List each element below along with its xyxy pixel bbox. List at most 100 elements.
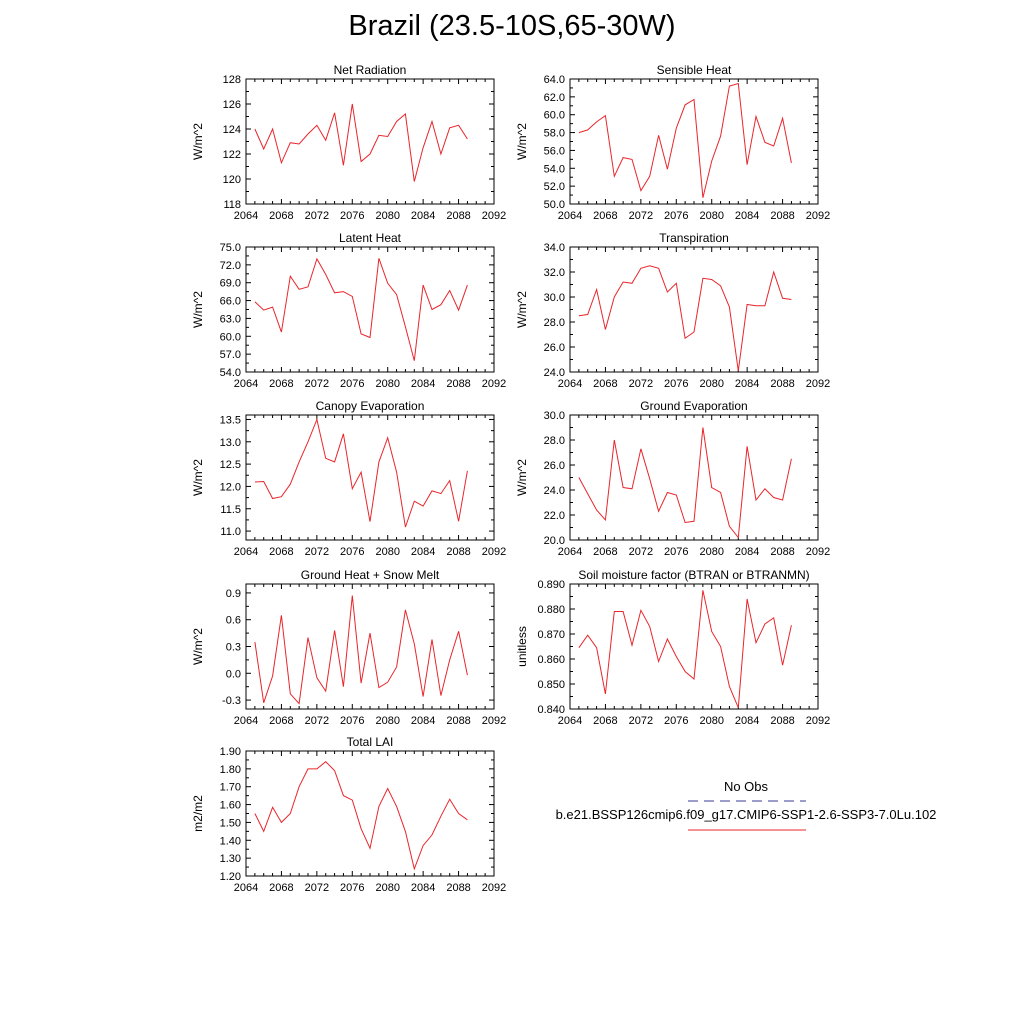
x-tick-label: 2068 (593, 378, 617, 390)
y-tick-label: 0.840 (537, 704, 565, 716)
y-tick-label: 66.0 (220, 296, 241, 308)
plot-frame (245, 583, 495, 710)
panel-title: Canopy Evaporation (316, 399, 425, 413)
y-axis-label: m2/m2 (191, 795, 205, 832)
x-tick-label: 2068 (269, 715, 293, 727)
y-tick-label: 118 (223, 199, 241, 211)
x-tick-label: 2072 (629, 378, 653, 390)
x-tick-label: 2072 (629, 546, 653, 558)
plot-frame (245, 750, 495, 877)
y-tick-label: 57.0 (220, 349, 241, 361)
x-tick-label: 2092 (806, 210, 830, 222)
plot-frame (569, 78, 819, 205)
chart-panel: Ground Evaporation W/m^2 2064 2068 2072 2076 2… (515, 399, 830, 558)
y-tick-label: 54.0 (544, 163, 565, 175)
panel-title: Latent Heat (339, 231, 402, 245)
x-tick-label: 2072 (629, 210, 653, 222)
x-tick-label: 2064 (558, 546, 582, 558)
y-tick-label: 30.0 (544, 410, 565, 422)
y-axis-label: W/m^2 (515, 123, 529, 160)
y-tick-label: 62.0 (544, 92, 565, 104)
y-tick-label: 60.0 (544, 110, 565, 122)
x-tick-label: 2068 (269, 882, 293, 894)
x-tick-label: 2072 (305, 378, 329, 390)
x-tick-label: 2088 (770, 378, 794, 390)
page-title: Brazil (23.5-10S,65-30W) (348, 10, 676, 42)
plot-frame (569, 583, 819, 710)
x-tick-label: 2076 (340, 715, 364, 727)
panel-title: Transpiration (659, 231, 729, 245)
y-tick-label: 12.5 (220, 459, 241, 471)
x-tick-label: 2088 (446, 378, 470, 390)
y-tick-label: 28.0 (544, 317, 565, 329)
x-tick-label: 2064 (234, 546, 258, 558)
x-tick-label: 2076 (664, 546, 688, 558)
y-tick-label: 1.80 (220, 764, 241, 776)
x-tick-label: 2072 (305, 882, 329, 894)
x-tick-label: 2088 (446, 882, 470, 894)
x-tick-label: 2080 (699, 210, 723, 222)
x-tick-label: 2092 (482, 546, 506, 558)
x-tick-label: 2064 (558, 378, 582, 390)
y-tick-label: 72.0 (220, 260, 241, 272)
y-tick-label: 1.50 (220, 817, 241, 829)
y-tick-label: 64.0 (544, 74, 565, 86)
y-tick-label: 30.0 (544, 292, 565, 304)
x-tick-label: 2088 (770, 546, 794, 558)
series-line (254, 417, 468, 528)
y-axis-label: W/m^2 (191, 459, 205, 496)
chart-panel: Canopy Evaporation W/m^2 2064 2068 2072 2076 2… (191, 399, 506, 558)
x-tick-label: 2080 (375, 210, 399, 222)
x-tick-label: 2080 (699, 378, 723, 390)
y-tick-label: 13.0 (220, 437, 241, 449)
y-tick-label: 1.40 (220, 835, 241, 847)
chart-panel: Ground Heat + Snow Melt W/m^2 2064 2068 2072… (191, 568, 506, 727)
y-axis-label: unitless (515, 626, 529, 667)
x-tick-label: 2080 (699, 715, 723, 727)
x-tick-label: 2092 (806, 378, 830, 390)
y-tick-label: 0.860 (537, 654, 565, 666)
panel-title: Net Radiation (334, 63, 407, 77)
y-tick-label: 58.0 (544, 128, 565, 140)
x-tick-label: 2080 (375, 546, 399, 558)
y-tick-label: 0.870 (537, 629, 565, 641)
y-tick-label: 56.0 (544, 145, 565, 157)
x-tick-label: 2084 (735, 378, 759, 390)
y-tick-label: 1.20 (220, 871, 241, 883)
chart-panel: Soil moisture factor (BTRAN or BTRANMN) u… (515, 568, 830, 727)
x-tick-label: 2076 (664, 378, 688, 390)
y-tick-label: 75.0 (220, 242, 241, 254)
x-tick-label: 2068 (593, 546, 617, 558)
x-tick-label: 2080 (699, 546, 723, 558)
x-tick-label: 2088 (446, 715, 470, 727)
series-line (578, 590, 792, 708)
y-tick-label: 26.0 (544, 460, 565, 472)
y-tick-label: 0.0 (226, 668, 241, 680)
x-tick-label: 2092 (806, 715, 830, 727)
y-tick-label: 54.0 (220, 367, 241, 379)
y-axis-label: W/m^2 (515, 459, 529, 496)
x-tick-label: 2080 (375, 715, 399, 727)
series-line (254, 103, 468, 182)
y-tick-label: 24.0 (544, 367, 565, 379)
x-tick-label: 2064 (558, 210, 582, 222)
x-tick-label: 2084 (411, 378, 435, 390)
series-line (578, 265, 792, 371)
x-tick-label: 2080 (375, 378, 399, 390)
y-tick-label: 32.0 (544, 267, 565, 279)
x-tick-label: 2084 (411, 882, 435, 894)
x-tick-label: 2068 (269, 210, 293, 222)
x-tick-label: 2072 (305, 546, 329, 558)
y-tick-label: 1.30 (220, 853, 241, 865)
x-tick-label: 2084 (411, 715, 435, 727)
x-tick-label: 2072 (305, 715, 329, 727)
y-axis-label: W/m^2 (191, 628, 205, 665)
x-tick-label: 2068 (593, 715, 617, 727)
x-tick-label: 2064 (234, 210, 258, 222)
x-tick-label: 2072 (629, 715, 653, 727)
panel-title: Sensible Heat (657, 63, 732, 77)
y-tick-label: 11.0 (220, 526, 241, 538)
series-line (578, 427, 792, 539)
series-line (254, 595, 468, 705)
